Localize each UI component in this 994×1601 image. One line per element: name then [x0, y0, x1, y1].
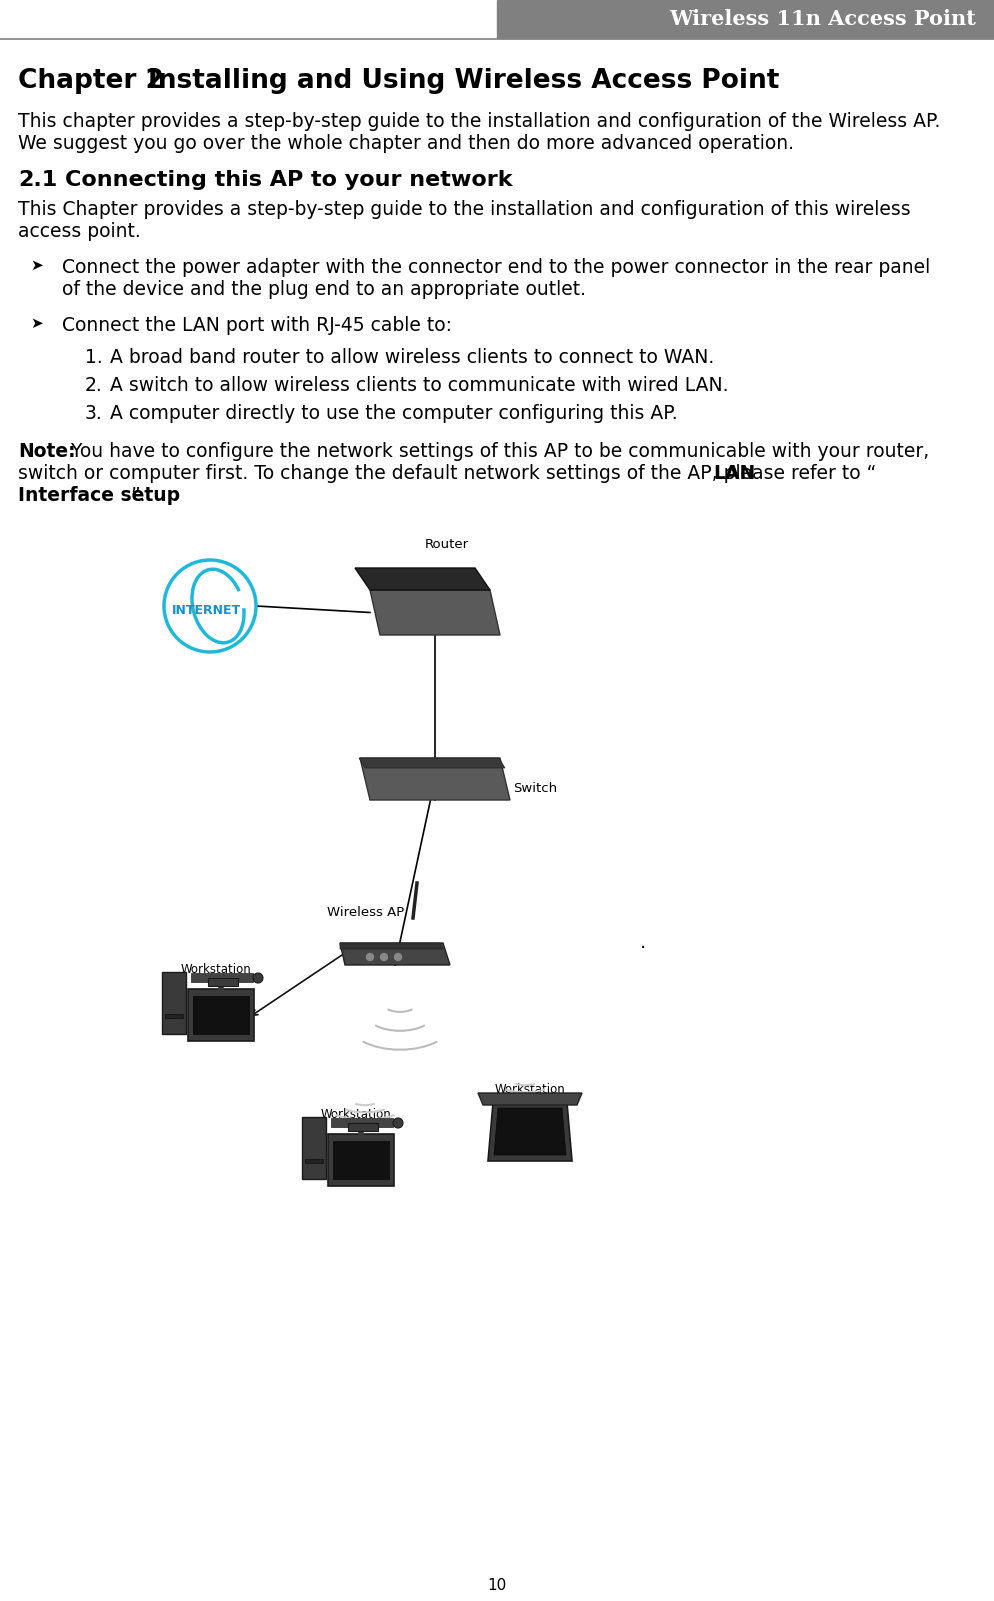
- Text: Connect the power adapter with the connector end to the power connector in the r: Connect the power adapter with the conne…: [62, 258, 930, 277]
- Circle shape: [253, 973, 263, 983]
- Text: Interface setup: Interface setup: [18, 487, 180, 504]
- Text: Workstation: Workstation: [495, 1082, 566, 1097]
- Text: switch or computer first. To change the default network settings of the AP, plea: switch or computer first. To change the …: [18, 464, 877, 484]
- Text: ➤: ➤: [30, 258, 43, 274]
- FancyBboxPatch shape: [333, 1142, 389, 1178]
- Text: ➤: ➤: [30, 315, 43, 331]
- Polygon shape: [359, 757, 505, 768]
- Bar: [305, 1159, 323, 1162]
- FancyBboxPatch shape: [328, 1134, 394, 1186]
- Text: A switch to allow wireless clients to communicate with wired LAN.: A switch to allow wireless clients to co…: [110, 376, 729, 395]
- Text: of the device and the plug end to an appropriate outlet.: of the device and the plug end to an app…: [62, 280, 586, 299]
- Text: Router: Router: [425, 538, 469, 551]
- FancyBboxPatch shape: [193, 996, 249, 1034]
- Text: Wireless 11n Access Point: Wireless 11n Access Point: [669, 10, 976, 29]
- Polygon shape: [355, 568, 490, 591]
- Polygon shape: [494, 1108, 566, 1154]
- Polygon shape: [478, 1093, 582, 1105]
- Bar: [165, 1013, 183, 1018]
- Text: This chapter provides a step-by-step guide to the installation and configuration: This chapter provides a step-by-step gui…: [18, 112, 940, 131]
- Text: We suggest you go over the whole chapter and then do more advanced operation.: We suggest you go over the whole chapter…: [18, 134, 794, 154]
- Text: You have to configure the network settings of this AP to be communicable with yo: You have to configure the network settin…: [65, 442, 929, 461]
- Text: LAN: LAN: [714, 464, 755, 484]
- Polygon shape: [340, 943, 443, 949]
- FancyBboxPatch shape: [188, 989, 254, 1041]
- Circle shape: [367, 954, 374, 961]
- Text: .: .: [640, 933, 646, 953]
- FancyBboxPatch shape: [331, 1117, 393, 1127]
- FancyBboxPatch shape: [162, 972, 186, 1034]
- Text: 10: 10: [487, 1579, 507, 1593]
- Text: INTERNET: INTERNET: [171, 604, 241, 616]
- Polygon shape: [488, 1103, 572, 1161]
- FancyBboxPatch shape: [302, 1117, 326, 1178]
- Text: Workstation: Workstation: [321, 1108, 392, 1121]
- Text: 3.: 3.: [85, 403, 102, 423]
- Text: Switch: Switch: [513, 781, 557, 794]
- FancyBboxPatch shape: [348, 1122, 378, 1130]
- Text: Workstation: Workstation: [181, 962, 251, 977]
- Polygon shape: [370, 591, 500, 636]
- Text: Connect the LAN port with RJ-45 cable to:: Connect the LAN port with RJ-45 cable to…: [62, 315, 452, 335]
- Text: Connecting this AP to your network: Connecting this AP to your network: [65, 170, 513, 191]
- FancyBboxPatch shape: [208, 978, 238, 986]
- Circle shape: [393, 1117, 403, 1129]
- Text: access point.: access point.: [18, 223, 141, 242]
- Bar: [497, 0, 994, 38]
- Text: Installing and Using Wireless Access Point: Installing and Using Wireless Access Poi…: [148, 67, 779, 94]
- Circle shape: [395, 954, 402, 961]
- Text: Chapter 2: Chapter 2: [18, 67, 164, 94]
- Text: A broad band router to allow wireless clients to connect to WAN.: A broad band router to allow wireless cl…: [110, 347, 715, 367]
- Text: 2.: 2.: [85, 376, 102, 395]
- Polygon shape: [340, 943, 450, 965]
- Text: 2.1: 2.1: [18, 170, 58, 191]
- Text: Note:: Note:: [18, 442, 76, 461]
- Text: This Chapter provides a step-by-step guide to the installation and configuration: This Chapter provides a step-by-step gui…: [18, 200, 911, 219]
- Circle shape: [381, 954, 388, 961]
- Text: A computer directly to use the computer configuring this AP.: A computer directly to use the computer …: [110, 403, 678, 423]
- Text: 1.: 1.: [85, 347, 102, 367]
- Text: ”.: ”.: [130, 487, 146, 504]
- Polygon shape: [360, 757, 510, 800]
- FancyBboxPatch shape: [191, 973, 253, 981]
- Text: Wireless AP: Wireless AP: [327, 906, 405, 919]
